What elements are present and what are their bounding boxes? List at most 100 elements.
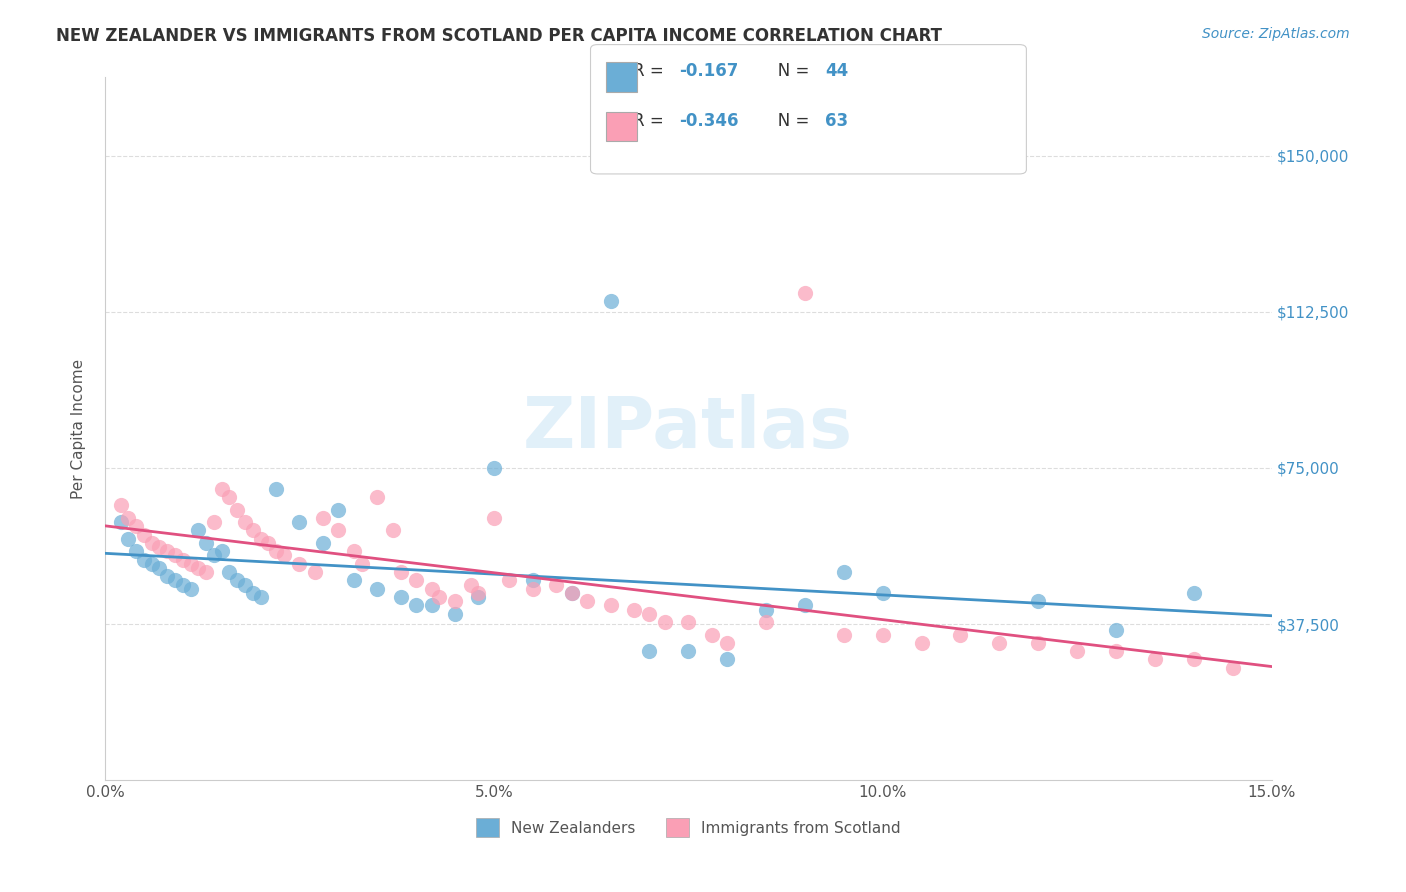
Point [117, 511, 139, 525]
Point [172, 577, 194, 591]
Point [141, 557, 163, 571]
Point [148, 561, 170, 575]
Point [678, 615, 700, 629]
Point [172, 552, 194, 566]
Point [366, 490, 388, 504]
Point [233, 577, 256, 591]
Point [163, 574, 186, 588]
Legend: New Zealanders, Immigrants from Scotland: New Zealanders, Immigrants from Scotland [470, 812, 907, 843]
Point [1222, 661, 1244, 675]
Point [1026, 594, 1049, 608]
Point [132, 527, 155, 541]
Point [420, 582, 443, 596]
Point [405, 599, 427, 613]
Point [125, 519, 148, 533]
Point [1066, 644, 1088, 658]
Text: NEW ZEALANDER VS IMMIGRANTS FROM SCOTLAND PER CAPITA INCOME CORRELATION CHART: NEW ZEALANDER VS IMMIGRANTS FROM SCOTLAN… [56, 27, 942, 45]
Point [872, 627, 894, 641]
Text: ZIPatlas: ZIPatlas [523, 394, 853, 463]
Text: 44: 44 [825, 62, 849, 80]
Point [1182, 586, 1205, 600]
Point [561, 586, 583, 600]
Point [148, 540, 170, 554]
Y-axis label: Per Capita Income: Per Capita Income [72, 359, 86, 499]
Text: -0.346: -0.346 [679, 112, 738, 129]
Point [872, 586, 894, 600]
Point [832, 627, 855, 641]
Point [195, 536, 218, 550]
Point [444, 594, 467, 608]
Text: R =: R = [612, 112, 669, 129]
Point [187, 561, 209, 575]
Point [211, 482, 233, 496]
Point [226, 574, 249, 588]
Point [304, 565, 326, 579]
Text: 63: 63 [825, 112, 848, 129]
Point [755, 615, 778, 629]
Text: Source: ZipAtlas.com: Source: ZipAtlas.com [1202, 27, 1350, 41]
Point [156, 544, 179, 558]
Point [202, 515, 225, 529]
Point [132, 552, 155, 566]
Point [1182, 652, 1205, 666]
Point [211, 544, 233, 558]
Point [482, 511, 505, 525]
Point [257, 536, 280, 550]
Point [467, 586, 489, 600]
Point [187, 524, 209, 538]
Point [482, 461, 505, 475]
Point [350, 557, 373, 571]
Point [1105, 644, 1128, 658]
Point [910, 636, 932, 650]
Point [195, 565, 218, 579]
Point [366, 582, 388, 596]
Point [522, 582, 544, 596]
Point [544, 577, 567, 591]
Point [288, 515, 311, 529]
Point [249, 532, 271, 546]
Point [249, 590, 271, 604]
Point [522, 574, 544, 588]
Point [654, 615, 676, 629]
Point [242, 524, 264, 538]
Point [389, 590, 412, 604]
Point [498, 574, 520, 588]
Point [561, 586, 583, 600]
Point [949, 627, 972, 641]
Point [678, 644, 700, 658]
Point [343, 574, 366, 588]
Point [599, 294, 621, 309]
Point [218, 565, 240, 579]
Point [328, 502, 350, 516]
Point [264, 544, 287, 558]
Point [1105, 624, 1128, 638]
Point [233, 515, 256, 529]
Point [1026, 636, 1049, 650]
Point [429, 590, 451, 604]
Point [444, 607, 467, 621]
Point [180, 557, 202, 571]
Point [623, 602, 645, 616]
Point [242, 586, 264, 600]
Point [988, 636, 1011, 650]
Point [467, 590, 489, 604]
Point [202, 549, 225, 563]
Point [638, 644, 661, 658]
Point [755, 602, 778, 616]
Text: -0.167: -0.167 [679, 62, 738, 80]
Point [343, 544, 366, 558]
Point [110, 499, 132, 513]
Point [288, 557, 311, 571]
Point [312, 536, 335, 550]
Point [576, 594, 599, 608]
Point [273, 549, 295, 563]
Point [110, 515, 132, 529]
Point [218, 490, 240, 504]
Point [180, 582, 202, 596]
Point [312, 511, 335, 525]
Point [832, 565, 855, 579]
Point [264, 482, 287, 496]
Point [226, 502, 249, 516]
Point [599, 599, 621, 613]
Point [420, 599, 443, 613]
